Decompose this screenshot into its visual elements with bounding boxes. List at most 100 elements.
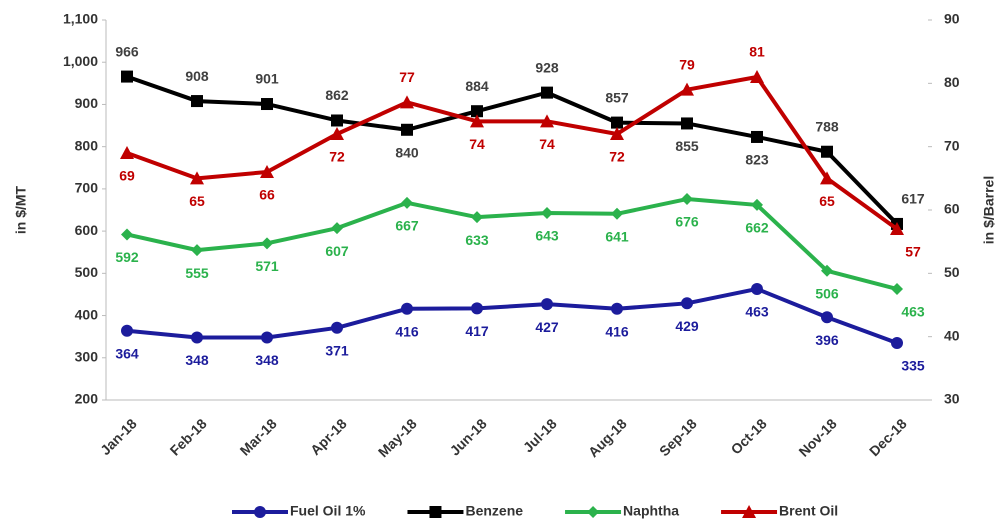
x-tick-label: Nov-18 xyxy=(795,415,839,459)
legend-label: Brent Oil xyxy=(779,503,838,519)
legend-label: Benzene xyxy=(465,503,523,519)
legend-marker xyxy=(587,506,600,518)
data-label: 862 xyxy=(325,87,349,103)
y-tick-label: 600 xyxy=(75,222,99,238)
data-label: 555 xyxy=(185,265,209,281)
data-label: 429 xyxy=(675,318,699,334)
y2-tick-label: 60 xyxy=(944,201,960,217)
data-point xyxy=(821,264,833,277)
data-point xyxy=(821,145,833,158)
data-point xyxy=(190,171,204,185)
data-label: 840 xyxy=(395,144,419,160)
data-point xyxy=(541,206,553,219)
data-point xyxy=(401,196,413,209)
data-point xyxy=(121,70,133,83)
data-label: 463 xyxy=(901,304,925,320)
data-point xyxy=(191,244,203,257)
data-label: 364 xyxy=(115,345,139,361)
y-tick-label: 1,000 xyxy=(63,53,98,69)
data-label: 72 xyxy=(609,149,625,165)
data-label: 617 xyxy=(901,191,925,207)
data-point xyxy=(681,193,693,206)
x-tick-label: Aug-18 xyxy=(585,415,630,460)
y-axis-title: in $/MT xyxy=(13,185,29,234)
y-tick-label: 1,100 xyxy=(63,11,98,27)
data-point xyxy=(471,302,483,315)
data-label: 427 xyxy=(535,319,559,335)
legend-marker xyxy=(742,505,757,518)
data-label: 788 xyxy=(815,118,839,134)
data-point xyxy=(120,146,134,159)
data-label: 396 xyxy=(815,332,839,348)
data-label: 928 xyxy=(535,59,559,75)
data-label: 79 xyxy=(679,56,695,72)
data-point xyxy=(121,228,133,241)
data-label: 69 xyxy=(119,168,135,184)
data-label: 65 xyxy=(819,193,835,209)
data-point xyxy=(821,311,833,324)
data-label: 416 xyxy=(395,324,419,340)
data-point xyxy=(401,302,413,315)
data-point xyxy=(540,114,554,128)
data-point xyxy=(191,331,203,344)
data-point xyxy=(890,222,904,235)
data-label: 667 xyxy=(395,218,419,234)
data-label: 901 xyxy=(255,71,279,87)
data-label: 371 xyxy=(325,343,349,359)
data-label: 416 xyxy=(605,324,629,340)
data-point xyxy=(331,114,343,127)
series-line xyxy=(126,197,898,291)
data-label: 348 xyxy=(185,352,209,368)
y2-axis-title: in $/Barrel xyxy=(981,176,997,244)
x-tick-label: Jan-18 xyxy=(97,415,140,458)
series-line xyxy=(126,286,898,345)
y2-tick-label: 70 xyxy=(944,137,960,153)
data-label: 77 xyxy=(399,69,415,85)
y-tick-label: 400 xyxy=(75,306,99,322)
data-point xyxy=(400,95,414,109)
data-label: 74 xyxy=(469,136,485,152)
data-label: 335 xyxy=(901,358,925,374)
y2-tick-label: 50 xyxy=(944,264,960,280)
data-point xyxy=(541,298,553,311)
data-point xyxy=(681,117,693,130)
x-tick-label: Mar-18 xyxy=(237,415,280,458)
series-line xyxy=(126,74,899,226)
data-label: 57 xyxy=(905,244,921,260)
data-label: 607 xyxy=(325,243,349,259)
y-tick-label: 800 xyxy=(75,137,99,153)
data-label: 855 xyxy=(675,138,699,154)
data-label: 72 xyxy=(329,149,345,165)
data-label: 81 xyxy=(749,44,765,60)
data-point xyxy=(611,302,623,315)
data-point xyxy=(471,105,483,118)
data-point xyxy=(751,282,763,295)
data-label: 676 xyxy=(675,214,699,230)
data-point xyxy=(331,222,343,235)
data-label: 65 xyxy=(189,193,205,209)
y-tick-label: 900 xyxy=(75,95,99,111)
data-label: 348 xyxy=(255,352,279,368)
data-label: 662 xyxy=(745,220,769,236)
data-point xyxy=(751,130,763,143)
data-point xyxy=(680,82,694,96)
y-tick-label: 500 xyxy=(75,264,99,280)
data-point xyxy=(891,337,903,349)
data-label: 417 xyxy=(465,323,489,339)
data-label: 641 xyxy=(605,229,629,245)
series-line xyxy=(126,75,899,231)
data-label: 506 xyxy=(815,286,839,302)
data-label: 908 xyxy=(185,68,209,84)
x-tick-label: Jun-18 xyxy=(447,415,490,458)
data-label: 74 xyxy=(539,136,555,152)
data-point xyxy=(891,282,903,295)
data-label: 884 xyxy=(465,78,489,94)
data-label: 966 xyxy=(115,43,139,59)
data-point xyxy=(471,211,483,224)
data-point xyxy=(611,207,623,220)
y2-tick-label: 90 xyxy=(944,11,960,27)
x-tick-label: Oct-18 xyxy=(728,415,770,457)
data-point xyxy=(330,127,344,140)
data-point xyxy=(751,198,763,211)
legend-marker xyxy=(429,506,442,518)
